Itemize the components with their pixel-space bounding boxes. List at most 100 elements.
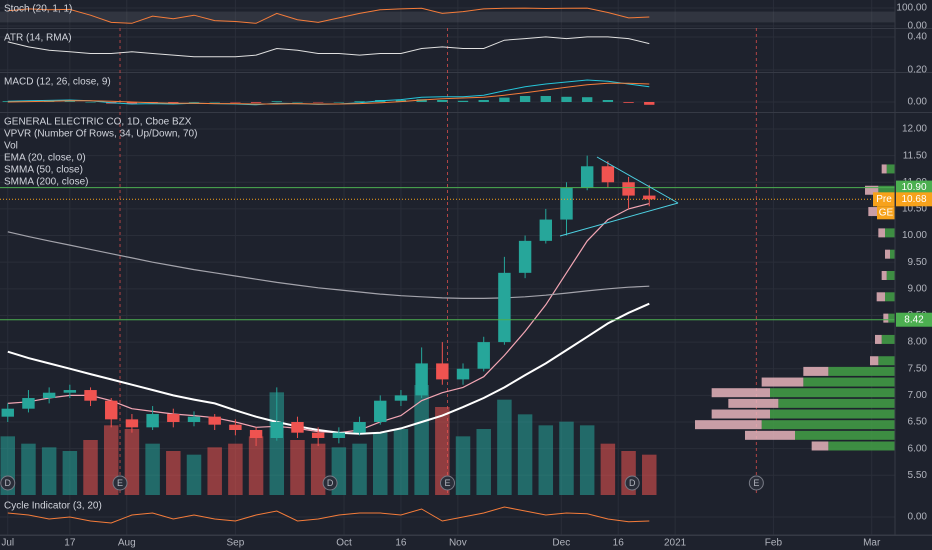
profile-up-bar [890, 249, 895, 259]
volume-bar [269, 392, 285, 495]
profile-down-bar [868, 207, 882, 217]
candle-body [374, 400, 387, 423]
volume-bar [166, 451, 181, 495]
event-marker [0, 475, 16, 491]
y-tick-label: 0.00 [908, 512, 928, 523]
profile-up-bar [881, 334, 895, 344]
candle-body [332, 432, 346, 438]
level-label-box [896, 312, 932, 327]
pane-title: MACD (12, 26, close, 9) [4, 77, 111, 88]
event-label: E [753, 478, 759, 488]
indicator-line [7, 302, 650, 435]
profile-up-bar [885, 292, 895, 302]
candle-body [353, 422, 366, 433]
macd-histogram-bar [395, 100, 407, 102]
indicator-line [7, 7, 650, 24]
candle-body [146, 414, 159, 428]
indicator-line [7, 36, 650, 58]
candle-body [42, 392, 56, 399]
volume-bar [393, 429, 409, 495]
volume-bar [290, 440, 305, 495]
candle-body [436, 363, 449, 380]
volume-bar [559, 421, 574, 495]
y-tick-label: 6.00 [908, 443, 928, 454]
volume-bar [600, 443, 616, 495]
level-label: 10.90 [901, 182, 926, 193]
volume-bar [310, 443, 326, 495]
profile-up-bar [770, 388, 895, 398]
y-tick-label: 10.00 [902, 230, 927, 241]
pane-title: Cycle Indicator (3, 20) [4, 501, 102, 512]
event-marker [440, 475, 455, 491]
macd-histogram-bar [64, 101, 76, 102]
profile-down-bar [875, 334, 882, 344]
candle-body [518, 240, 532, 273]
legend-entry: VPVR (Number Of Rows, 34, Up/Down, 70) [4, 129, 197, 140]
profile-up-bar [886, 164, 895, 174]
candle-body [249, 430, 263, 438]
x-tick-label: 17 [64, 538, 76, 549]
candle-body [498, 272, 511, 343]
profile-down-bar [811, 441, 829, 451]
y-tick-label: 0.00 [908, 97, 928, 108]
legend-entry: EMA (20, close, 0) [4, 153, 86, 164]
event-label: D [327, 478, 334, 488]
profile-down-bar [695, 420, 762, 430]
candle-body [84, 390, 97, 401]
last-price-label: 10.68 [901, 194, 926, 205]
profile-down-bar [745, 430, 795, 440]
indicator-line [7, 231, 650, 299]
event-label: E [117, 478, 123, 488]
profile-up-bar [888, 313, 895, 323]
stoch-band [0, 11, 895, 23]
y-tick-label: 0.20 [908, 65, 928, 76]
profile-down-bar [881, 270, 887, 280]
volume-bar [21, 443, 36, 495]
x-tick-label: Jul [1, 538, 14, 549]
y-tick-label: 12.00 [902, 124, 927, 135]
y-tick-label: 100.00 [896, 3, 927, 14]
candle-body [394, 395, 408, 401]
macd-histogram-bar [188, 102, 200, 103]
candle-body [187, 416, 201, 423]
event-marker [624, 475, 640, 491]
y-tick-label: 6.50 [908, 417, 928, 428]
volume-bar [435, 407, 450, 495]
candle-body [167, 414, 180, 423]
candle-body [580, 166, 594, 188]
x-tick-label: Oct [336, 538, 352, 549]
event-label: D [5, 478, 12, 488]
profile-up-bar [761, 420, 895, 430]
candle-body [208, 416, 221, 425]
x-tick-label: Sep [226, 538, 244, 549]
candle-body [291, 422, 304, 433]
candle-body [601, 166, 615, 183]
candle-body [105, 400, 118, 420]
volume-bar [414, 385, 429, 495]
profile-down-bar [885, 249, 890, 259]
y-tick-label: 7.50 [908, 363, 928, 374]
volume-bar [538, 425, 554, 495]
volume-bar [62, 451, 78, 495]
candle-body [311, 432, 325, 438]
legend-entry: SMMA (200, close) [4, 177, 88, 188]
macd-histogram-bar [582, 97, 593, 102]
profile-down-bar [711, 409, 770, 419]
macd-histogram-bar [602, 100, 614, 102]
candle-body [415, 363, 428, 396]
candle-body [560, 187, 573, 220]
profile-down-bar [803, 366, 829, 376]
y-tick-label: 5.50 [908, 470, 928, 481]
volume-bar [124, 429, 140, 495]
volume-bar [207, 447, 222, 495]
macd-histogram-bar [312, 102, 324, 103]
profile-down-bar [881, 164, 887, 174]
macd-histogram-bar [437, 100, 448, 102]
symbol-label: GE [879, 207, 894, 218]
event-label: D [629, 478, 636, 488]
macd-histogram-bar [250, 102, 262, 103]
volume-bar [579, 425, 595, 495]
x-tick-label: Feb [765, 538, 783, 549]
macd-histogram-bar [230, 102, 241, 103]
macd-histogram-bar [2, 101, 13, 102]
